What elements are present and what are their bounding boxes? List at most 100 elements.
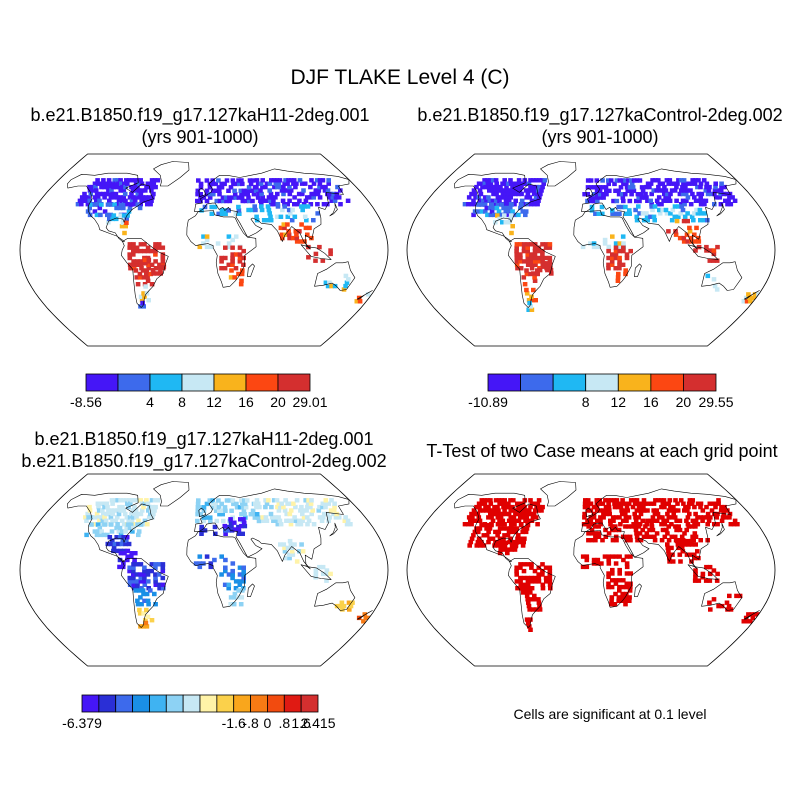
grid-cell — [104, 191, 109, 197]
grid-cell — [223, 211, 228, 216]
grid-cell — [692, 578, 698, 583]
grid-cell — [241, 568, 246, 574]
grid-cell — [120, 216, 126, 222]
grid-cell — [527, 607, 532, 612]
grid-cell — [213, 188, 219, 193]
grid-cell — [594, 188, 600, 193]
grid-cell — [672, 181, 677, 186]
grid-cell — [668, 211, 673, 216]
grid-cell — [89, 202, 94, 207]
grid-cell — [474, 518, 480, 523]
grid-cell — [533, 515, 539, 520]
grid-cell — [137, 205, 143, 211]
grid-cell — [533, 298, 538, 303]
grid-cell — [125, 557, 130, 563]
grid-cell — [518, 242, 523, 247]
grid-cell — [505, 547, 511, 552]
grid-cell — [689, 542, 695, 547]
grid-cell — [133, 588, 139, 593]
grid-cell — [135, 511, 141, 517]
grid-cell — [232, 520, 237, 525]
grid-cell — [505, 202, 511, 207]
grid-cell — [477, 504, 482, 510]
grid-cell — [138, 262, 144, 267]
grid-cell — [604, 192, 609, 197]
grid-cell — [634, 534, 640, 539]
grid-cell — [490, 508, 495, 513]
grid-cell — [160, 565, 166, 570]
panel1-title-line1: b.e21.B1850.f19_g17.127kaH11-2deg.001 — [30, 105, 370, 125]
grid-cell — [496, 529, 502, 535]
grid-cell — [582, 501, 588, 506]
colorbar-swatch — [585, 373, 619, 392]
grid-cell — [532, 568, 538, 574]
grid-cell — [636, 515, 641, 520]
grid-cell — [636, 195, 641, 200]
grid-cell — [672, 515, 678, 520]
grid-cell — [489, 202, 494, 207]
grid-cell — [287, 538, 293, 544]
grid-cell — [195, 501, 201, 507]
grid-cell — [151, 511, 156, 517]
grid-cell — [487, 205, 493, 211]
grid-cell — [666, 515, 672, 520]
grid-cell — [516, 191, 521, 197]
grid-cell — [198, 198, 203, 204]
grid-cell — [536, 579, 542, 584]
grid-cell — [513, 529, 519, 535]
grid-cell — [280, 198, 286, 203]
grid-cell — [114, 205, 119, 211]
grid-cell — [204, 178, 210, 183]
grid-cell — [255, 181, 261, 186]
colorbar-tick-label: .8 — [278, 715, 290, 731]
grid-cell — [222, 505, 228, 510]
grid-cell — [198, 185, 204, 190]
grid-cell — [644, 214, 650, 219]
grid-cell — [718, 188, 724, 193]
grid-cell — [617, 241, 623, 246]
grid-cell — [664, 518, 670, 523]
grid-cell — [122, 181, 127, 186]
grid-cell — [135, 579, 140, 584]
grid-cell — [600, 538, 605, 543]
grid-cell — [257, 504, 262, 510]
grid-cell — [640, 211, 646, 216]
grid-cell — [692, 555, 698, 561]
grid-cell — [655, 511, 661, 517]
grid-cell — [153, 579, 158, 584]
grid-cell — [490, 536, 496, 541]
grid-cell — [491, 191, 496, 197]
grid-cell — [610, 234, 615, 239]
grid-cell — [160, 255, 166, 261]
grid-cell — [138, 595, 143, 600]
grid-cell — [232, 591, 238, 597]
grid-cell — [84, 518, 89, 523]
grid-cell — [528, 590, 533, 595]
grid-cell — [620, 178, 625, 183]
grid-cell — [502, 547, 507, 552]
grid-cell — [648, 518, 653, 523]
grid-cell — [259, 204, 264, 209]
grid-cell — [695, 501, 701, 506]
grid-cell — [633, 518, 639, 523]
grid-cell — [522, 582, 527, 587]
grid-cell — [282, 181, 287, 186]
grid-cell — [213, 508, 219, 513]
grid-cell — [628, 498, 634, 503]
grid-cell — [242, 192, 247, 197]
map-frame — [19, 153, 389, 347]
grid-cell — [215, 241, 221, 246]
grid-cell — [116, 198, 122, 203]
grid-cell — [117, 184, 122, 190]
grid-cell — [229, 523, 234, 529]
grid-cell — [84, 532, 89, 538]
grid-cell — [644, 531, 650, 536]
grid-cell — [343, 273, 349, 279]
map-difference — [19, 473, 389, 667]
grid-cell — [707, 564, 713, 570]
grid-cell — [226, 208, 231, 213]
grid-cell — [92, 529, 98, 534]
grid-cell — [491, 511, 496, 517]
grid-cell — [532, 255, 538, 261]
grid-cell — [510, 504, 515, 510]
